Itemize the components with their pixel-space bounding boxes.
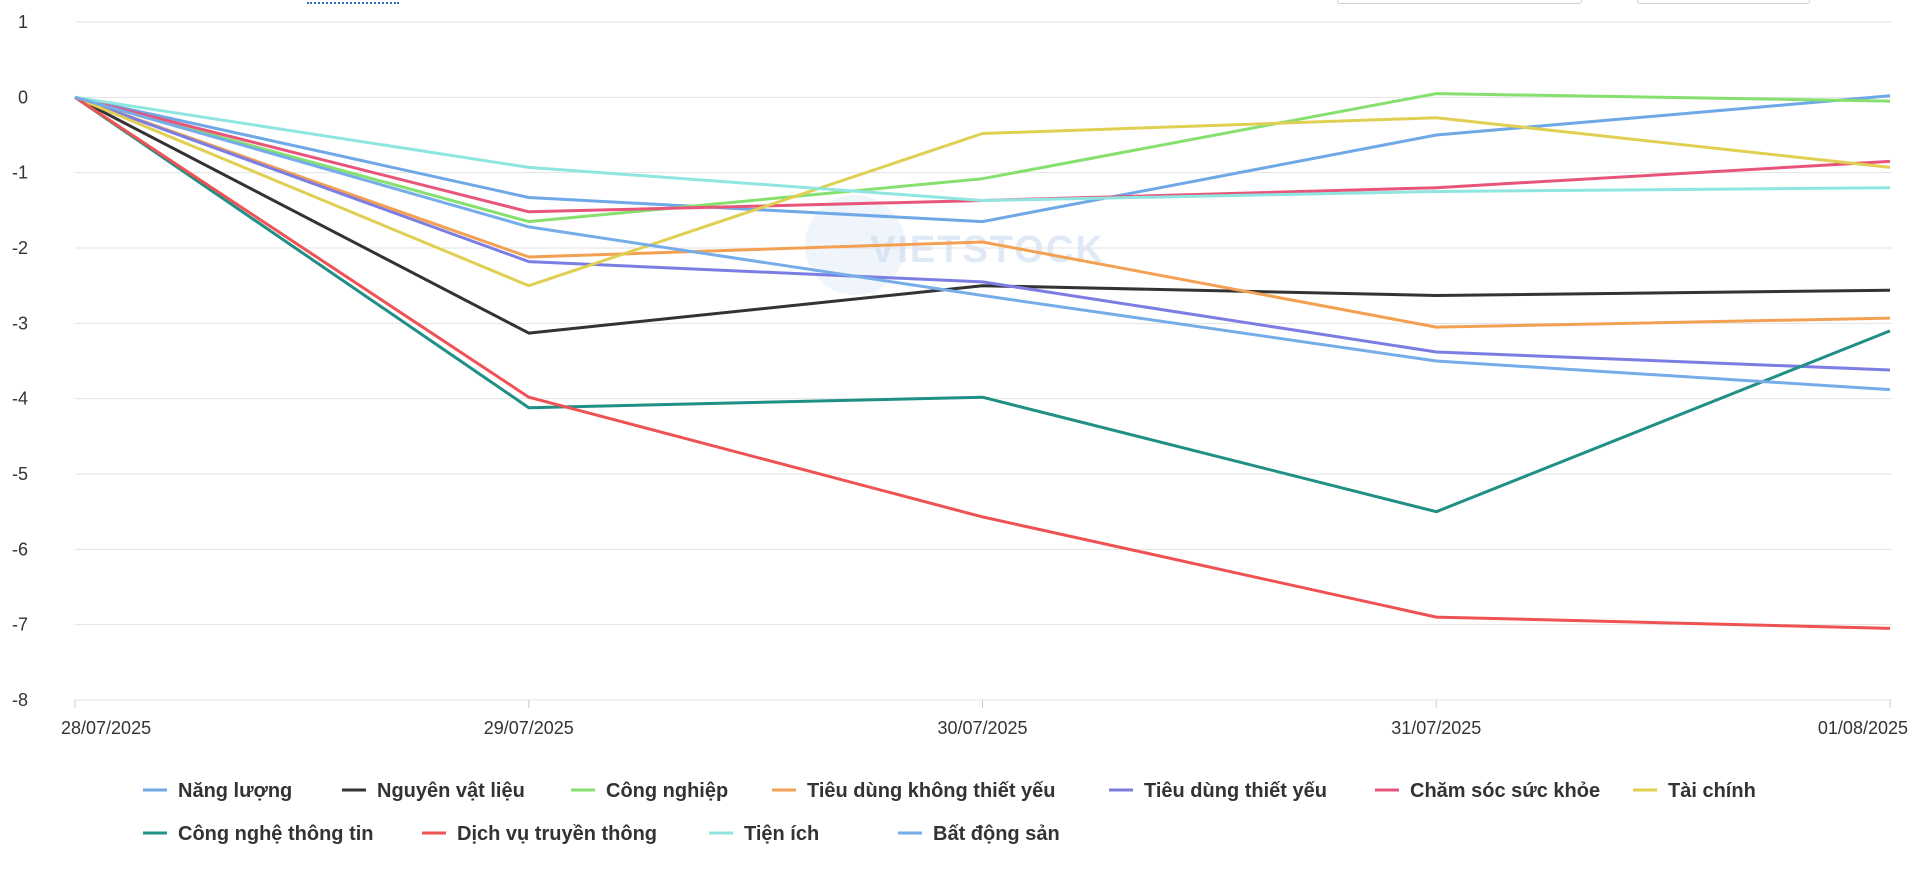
legend-label: Tài chính: [1668, 780, 1756, 802]
series-line-bat-dong-san[interactable]: [74, 95, 1891, 392]
legend: Năng lượng Nguyên vật liệu Công nghiệp Tiêu…: [143, 780, 1756, 845]
series-line-nguyen-vat-lieu[interactable]: [74, 95, 1891, 335]
top-link-underline[interactable]: [307, 0, 399, 4]
y-tick-label: -7: [12, 615, 28, 635]
y-tick-label: -8: [12, 690, 28, 710]
y-tick-label: -2: [12, 238, 28, 258]
series-line-tai-chinh[interactable]: [74, 95, 1891, 288]
y-tick-label: -5: [12, 464, 28, 484]
legend-item[interactable]: Công nghiệp: [571, 780, 728, 802]
legend-item[interactable]: Bất động sản: [898, 823, 1060, 845]
watermark-text: VIETSTOCK: [870, 229, 1105, 271]
x-axis: 28/07/2025 29/07/2025 30/07/2025 31/07/2025…: [61, 700, 1908, 738]
legend-item[interactable]: Tiêu dùng thiết yếu: [1109, 780, 1327, 802]
series-line-cong-nghe-thong-tin[interactable]: [74, 96, 1891, 514]
x-tick-label: 29/07/2025: [484, 718, 574, 738]
legend-label: Nguyên vật liệu: [377, 780, 525, 802]
series-line-tieu-dung-thiet-yeu[interactable]: [74, 95, 1891, 372]
legend-label: Dịch vụ truyền thông: [457, 823, 657, 845]
y-tick-label: -6: [12, 539, 28, 559]
y-axis: 1 0 -1 -2 -3 -4 -5 -6 -7 -8: [12, 12, 28, 710]
series-line-nang-luong[interactable]: [74, 94, 1891, 224]
legend-label: Tiêu dùng không thiết yếu: [807, 780, 1056, 802]
y-tick-label: -4: [12, 389, 28, 409]
series-line-tieu-dung-khong-thiet-yeu[interactable]: [74, 95, 1891, 329]
legend-label: Công nghiệp: [606, 780, 728, 802]
legend-item[interactable]: Tiện ích: [709, 823, 819, 845]
legend-label: Tiện ích: [744, 823, 819, 845]
x-tick-label: 30/07/2025: [937, 718, 1027, 738]
series-line-tien-ich[interactable]: [74, 95, 1891, 202]
x-tick-label: 01/08/2025: [1818, 718, 1908, 738]
legend-item[interactable]: Nguyên vật liệu: [342, 780, 525, 802]
y-tick-label: 1: [18, 12, 28, 32]
series-lines: [74, 92, 1891, 630]
legend-label: Bất động sản: [933, 823, 1060, 845]
legend-item[interactable]: Dịch vụ truyền thông: [422, 823, 657, 845]
series-line-cong-nghiep[interactable]: [74, 92, 1891, 224]
x-tick-label: 31/07/2025: [1391, 718, 1481, 738]
grid-lines: [75, 21, 1892, 701]
legend-item[interactable]: Năng lượng: [143, 780, 292, 802]
legend-label: Năng lượng: [178, 780, 292, 802]
y-tick-label: -1: [12, 163, 28, 183]
legend-label: Công nghệ thông tin: [178, 823, 374, 845]
series-line-dich-vu-truyen-thong[interactable]: [74, 96, 1891, 630]
legend-label: Tiêu dùng thiết yếu: [1144, 780, 1327, 802]
legend-item[interactable]: Tài chính: [1633, 780, 1756, 802]
x-tick-label: 28/07/2025: [61, 718, 151, 738]
legend-label: Chăm sóc sức khỏe: [1410, 780, 1600, 802]
y-tick-label: 0: [18, 87, 28, 107]
legend-item[interactable]: Tiêu dùng không thiết yếu: [772, 780, 1056, 802]
top-input-control[interactable]: [1337, 0, 1582, 4]
top-select-control[interactable]: [1637, 0, 1810, 4]
legend-item[interactable]: Chăm sóc sức khỏe: [1375, 780, 1600, 802]
legend-item[interactable]: Công nghệ thông tin: [143, 823, 374, 845]
y-tick-label: -3: [12, 313, 28, 333]
